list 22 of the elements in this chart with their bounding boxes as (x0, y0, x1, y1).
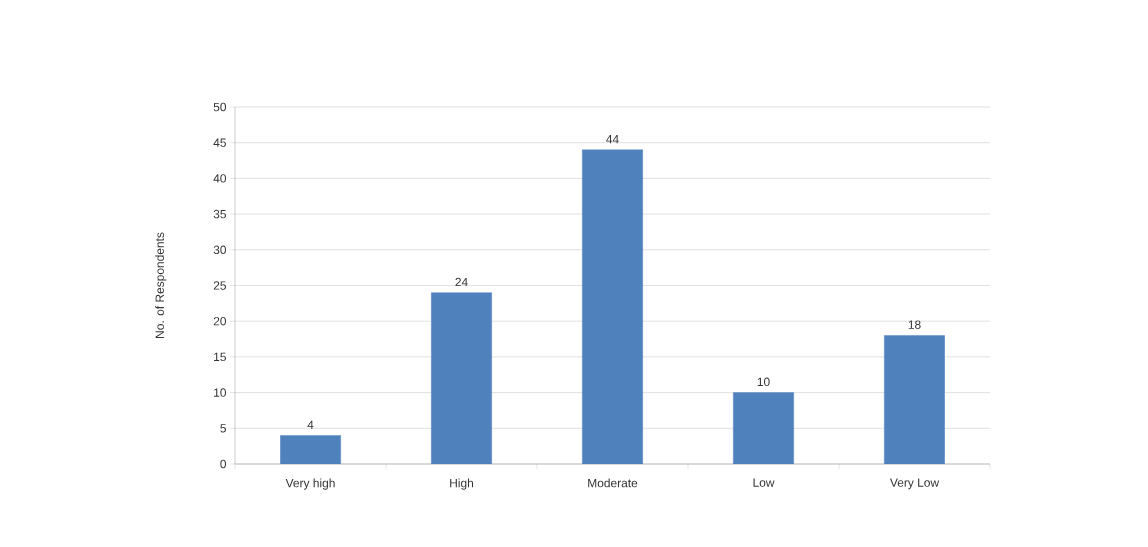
data-label: 10 (757, 377, 770, 387)
y-tick-label: 10 (214, 388, 227, 397)
x-tick-label: Very high (285, 478, 335, 490)
data-label: 44 (606, 135, 619, 144)
y-tick-label: 50 (213, 102, 227, 112)
y-tick-label: 40 (213, 174, 227, 183)
y-tick-label: 0 (220, 459, 227, 469)
y-tick-label: 15 (214, 352, 226, 362)
y-tick-label: 25 (213, 281, 226, 290)
y-tick-label: 35 (213, 209, 226, 219)
y-tick-label: 30 (213, 245, 227, 255)
y-tick-label: 20 (213, 316, 227, 326)
x-tick-label: High (450, 478, 474, 490)
data-label: 24 (455, 277, 468, 287)
y-tick-label: 5 (220, 424, 226, 433)
data-label: 4 (307, 420, 314, 429)
x-tick-label: Very Low (889, 478, 940, 490)
data-label: 18 (908, 320, 921, 329)
y-tick-label: 45 (213, 138, 226, 147)
x-tick-label: Low (753, 478, 775, 487)
x-tick-label: Moderate (588, 478, 638, 488)
y-axis-title: No. of Respondents (155, 232, 167, 338)
